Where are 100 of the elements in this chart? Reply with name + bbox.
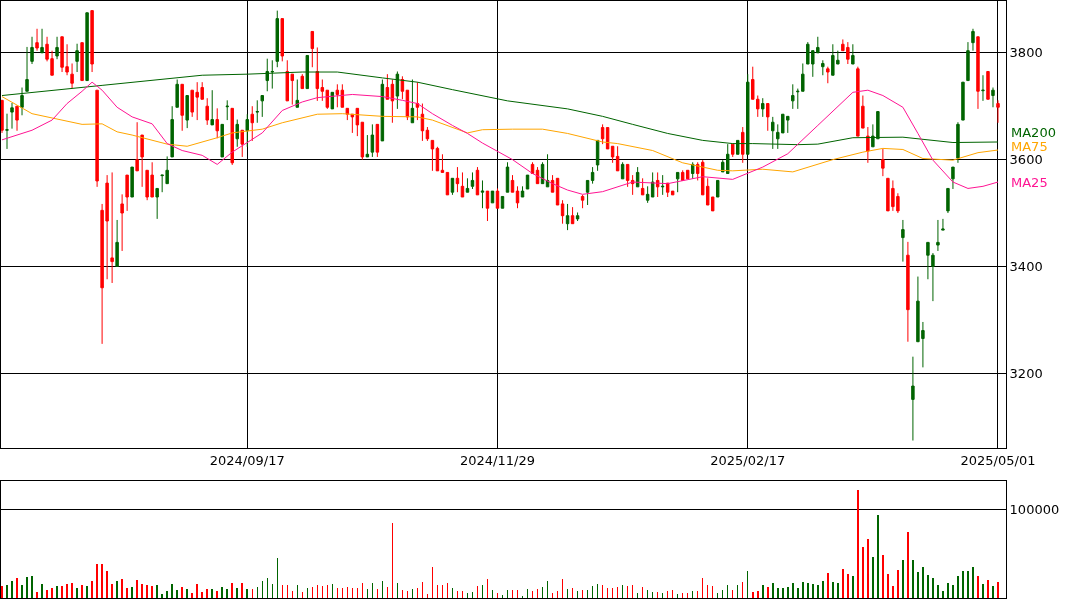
candlestick: [685, 169, 690, 180]
candlestick: [986, 70, 990, 100]
x-tick-label: 2024/09/17: [209, 452, 285, 468]
candlestick: [490, 190, 495, 204]
candlestick: [946, 187, 950, 214]
candlestick: [976, 36, 980, 110]
candlestick: [315, 46, 320, 102]
candlestick: [80, 42, 84, 82]
line-series: [1, 81, 999, 195]
x-tick-label: 2024/11/29: [460, 452, 535, 468]
candlestick: [40, 28, 44, 54]
candlestick: [640, 177, 645, 196]
candlestick: [430, 139, 435, 172]
candlestick: [901, 219, 905, 263]
candlestick: [125, 174, 129, 212]
series-label: MA75: [1011, 139, 1048, 154]
candlestick: [30, 36, 34, 65]
candlestick: [235, 119, 239, 148]
candlestick: [465, 177, 470, 193]
series-label: MA25: [1011, 175, 1048, 190]
candlestick: [675, 171, 680, 193]
candlestick: [761, 97, 765, 118]
candlestick: [415, 81, 420, 121]
series-label: MA200: [1011, 125, 1056, 140]
candlestick: [240, 129, 244, 158]
candlestick: [936, 219, 940, 252]
candlestick: [510, 174, 515, 193]
candlestick: [85, 12, 89, 82]
candlestick: [390, 79, 395, 124]
candlestick: [585, 179, 590, 206]
candlestick: [590, 166, 595, 185]
candlestick: [400, 75, 405, 100]
candlestick: [205, 97, 209, 126]
candlestick: [470, 171, 475, 190]
candlestick: [575, 211, 580, 222]
candlestick: [335, 83, 340, 108]
candlestick: [966, 41, 970, 82]
candlestick: [155, 187, 159, 220]
candlestick: [866, 126, 870, 164]
candlestick: [410, 79, 415, 124]
candlestick: [95, 89, 99, 188]
candlestick: [170, 105, 174, 158]
candlestick: [5, 113, 9, 150]
candlestick: [130, 166, 134, 198]
candlestick: [610, 145, 615, 164]
candlestick: [295, 79, 300, 108]
candlestick: [951, 166, 955, 190]
x-tick-label: 2025/02/17: [710, 452, 786, 468]
candlestick: [15, 105, 19, 132]
candlestick: [140, 134, 144, 188]
candlestick: [10, 102, 14, 130]
candlestick: [185, 95, 189, 129]
candlestick: [580, 194, 585, 209]
y-tick-label: 100000: [1009, 501, 1060, 517]
candlestick: [370, 123, 375, 158]
y-tick-label: 3600: [1009, 152, 1043, 168]
candlestick: [731, 143, 735, 158]
candlestick: [791, 83, 795, 110]
candlestick: [660, 174, 665, 196]
candlestick: [515, 185, 520, 209]
candlestick: [260, 95, 264, 118]
candlestick: [35, 28, 39, 52]
candlestick: [215, 107, 219, 139]
candlestick: [485, 190, 490, 222]
candlestick: [520, 185, 525, 198]
candlestick: [330, 91, 335, 110]
candlestick: [906, 241, 910, 343]
candlestick: [881, 148, 885, 177]
candlestick: [545, 153, 550, 188]
candlestick: [941, 218, 945, 231]
candlestick: [766, 103, 770, 132]
candlestick: [961, 81, 965, 121]
candlestick: [245, 113, 249, 148]
line-series: [1, 96, 999, 173]
candlestick: [175, 79, 179, 108]
candlestick: [480, 179, 485, 209]
candlestick: [310, 30, 315, 68]
candlestick: [996, 99, 1000, 124]
y-tick-label: 3400: [1009, 258, 1043, 274]
candlestick: [280, 18, 285, 62]
candlestick: [300, 73, 305, 90]
candlestick: [110, 171, 114, 284]
candlestick: [455, 166, 460, 193]
candlestick: [250, 105, 254, 142]
candlestick: [210, 89, 214, 126]
candlestick: [20, 87, 24, 116]
candlestick: [826, 66, 830, 84]
candlestick: [851, 43, 855, 65]
candlestick: [460, 171, 465, 198]
candlestick: [180, 83, 184, 132]
candlestick: [255, 99, 259, 124]
candlestick: [420, 103, 425, 142]
candlestick: [230, 107, 234, 166]
candlestick: [991, 87, 995, 108]
candlestick: [440, 153, 445, 173]
candlestick: [565, 203, 570, 231]
y-tick-label: 3800: [1009, 45, 1043, 61]
candlestick: [220, 123, 224, 158]
candlestick: [475, 166, 480, 196]
candlestick: [275, 10, 279, 68]
